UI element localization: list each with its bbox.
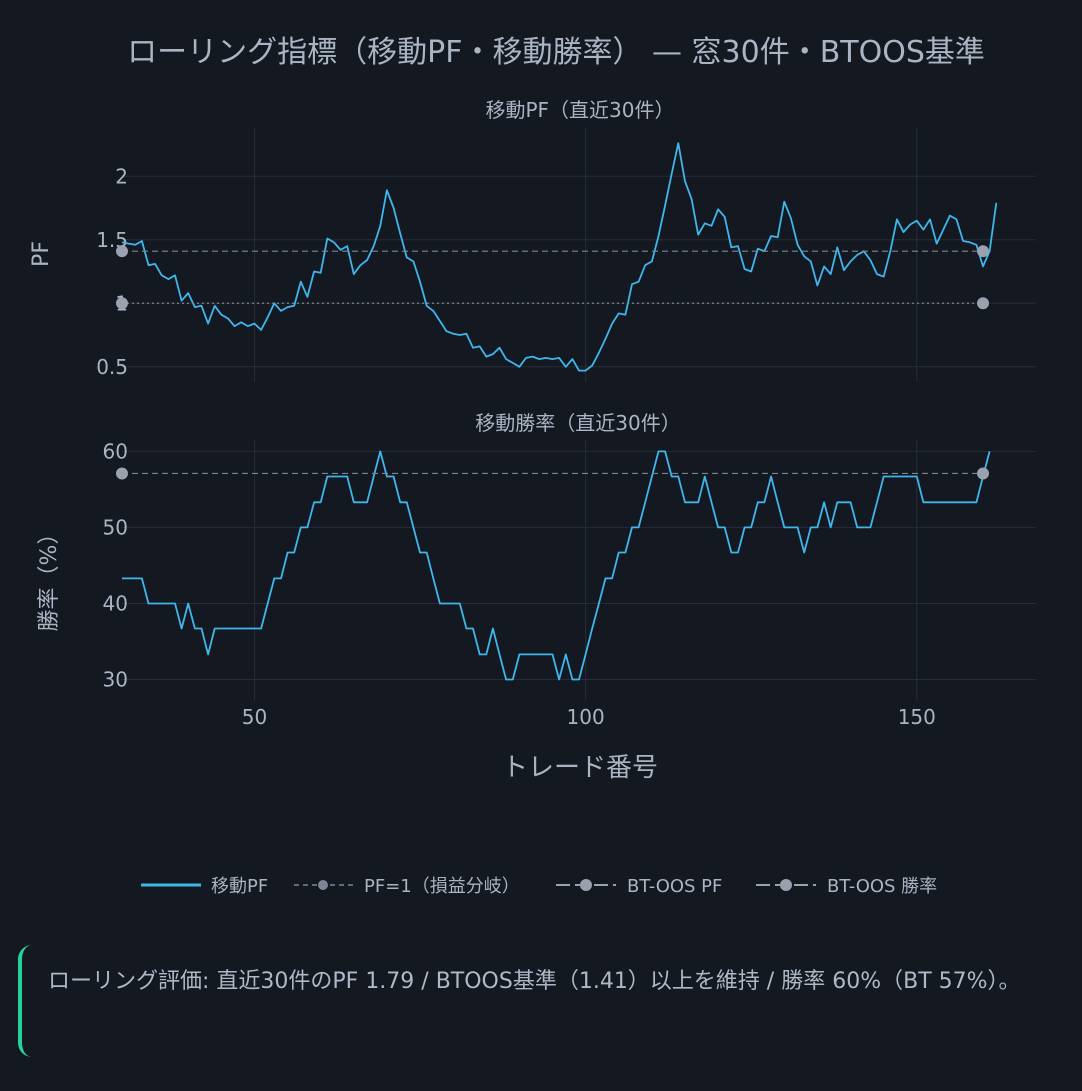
legend-breakeven-marker xyxy=(318,880,328,890)
y-tick-label: 60 xyxy=(103,439,128,463)
legend-label-bt-oos-winrate: BT-OOS 勝率 xyxy=(827,876,937,897)
winrate-line xyxy=(122,450,991,681)
winrate-panel-subtitle: 移動勝率（直近30件） xyxy=(475,411,680,435)
y-tick-label: 0.5 xyxy=(96,355,128,379)
y-tick-label: 50 xyxy=(103,515,128,539)
chart-title: ローリング指標（移動PF・移動勝率） — 窓30件・BTOOS基準 xyxy=(127,35,985,70)
x-axis-ticks: 50 100 150 xyxy=(242,705,936,729)
pf-panel: 0.511.52 xyxy=(96,128,1036,382)
bt-oos-winrate-marker xyxy=(977,467,990,480)
y-tick-label: 2 xyxy=(115,164,128,188)
legend: 移動PF PF=1（損益分岐） BT-OOS PF BT-OOS 勝率 xyxy=(141,876,937,897)
y-tick-label: 40 xyxy=(103,591,128,615)
x-tick-label: 150 xyxy=(898,705,936,729)
legend-item-bt-oos-winrate: BT-OOS 勝率 xyxy=(756,876,937,897)
bt-oos-pf-marker xyxy=(116,245,128,258)
legend-item-bt-oos-pf: BT-OOS PF xyxy=(556,876,722,897)
pf-panel-subtitle: 移動PF（直近30件） xyxy=(485,98,674,122)
bt-oos-winrate-marker xyxy=(116,467,128,480)
legend-label-bt-oos-pf: BT-OOS PF xyxy=(627,876,722,897)
breakeven-marker xyxy=(116,297,128,310)
legend-item-pf: 移動PF xyxy=(141,876,268,897)
y-tick-label: 30 xyxy=(103,667,128,691)
rolling-evaluation-note: ローリング評価: 直近30件のPF 1.79 / BTOOS基準（1.41）以上… xyxy=(18,945,1058,1057)
pf-y-axis-label: PF xyxy=(29,241,54,267)
x-tick-label: 100 xyxy=(567,705,605,729)
legend-bt-pf-marker xyxy=(580,879,592,891)
legend-label-pf: 移動PF xyxy=(211,876,268,897)
winrate-panel: 30 40 50 60 xyxy=(103,439,1036,700)
x-axis-label: トレード番号 xyxy=(502,753,658,783)
winrate-y-axis-label: 勝率（%） xyxy=(37,523,62,632)
legend-bt-winrate-marker xyxy=(780,879,792,891)
legend-label-breakeven: PF=1（損益分岐） xyxy=(364,876,520,897)
legend-item-breakeven: PF=1（損益分岐） xyxy=(294,876,520,897)
breakeven-marker xyxy=(977,297,990,310)
rolling-metrics-chart: ローリング指標（移動PF・移動勝率） — 窓30件・BTOOS基準 移動PF（直… xyxy=(29,35,1036,897)
rolling-evaluation-text: ローリング評価: 直近30件のPF 1.79 / BTOOS基準（1.41）以上… xyxy=(48,969,1021,994)
pf-line xyxy=(121,142,998,372)
x-tick-label: 50 xyxy=(242,705,267,729)
bt-oos-pf-marker xyxy=(977,245,990,258)
